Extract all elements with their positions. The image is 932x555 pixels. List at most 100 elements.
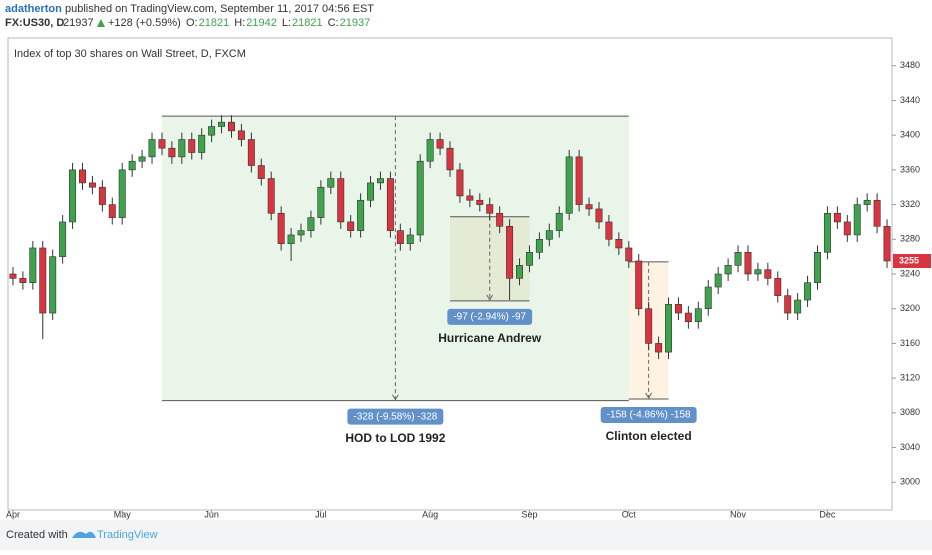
candle-body — [49, 256, 57, 314]
y-tick-label: 3200 — [900, 303, 920, 313]
candle-body — [476, 199, 484, 205]
arrow-head — [391, 394, 399, 401]
chart-title: Index of top 30 shares on Wall Street, D… — [14, 48, 246, 60]
x-tick-label: Nov — [730, 509, 747, 519]
measure-label-bg — [347, 408, 444, 425]
measure-label-bg — [447, 308, 533, 325]
ohlc-value: 21937 — [340, 17, 371, 29]
candle-body — [29, 247, 37, 283]
candle-body — [665, 304, 672, 353]
candle-body — [635, 260, 643, 310]
candle-body — [19, 278, 27, 283]
arrow-head — [486, 294, 494, 301]
candle-body — [79, 169, 86, 184]
measure-label: -158 (-4.86%) -158 — [607, 410, 691, 421]
candle-body — [9, 273, 17, 279]
candle-body — [863, 199, 871, 205]
y-tick-label: 3120 — [900, 372, 920, 382]
measure-caption: HOD to LOD 1992 — [345, 431, 445, 445]
footer-created: Created with — [6, 529, 68, 541]
candle-body — [565, 156, 573, 214]
ohlc-label: C: — [328, 17, 339, 29]
candle-body — [724, 265, 732, 275]
footer-brand: TradingView — [97, 529, 158, 541]
y-tick-label: 3360 — [900, 164, 920, 174]
candle-body — [704, 286, 712, 310]
candle-body — [516, 265, 524, 279]
candle-body — [466, 195, 474, 201]
candle-body — [297, 230, 305, 236]
candle-body — [814, 252, 821, 283]
candle-body — [108, 204, 116, 218]
candle-body — [327, 178, 335, 188]
candle-body — [168, 147, 176, 158]
candle-body — [59, 221, 67, 257]
candle-body — [545, 230, 553, 240]
candle-body — [655, 343, 663, 353]
candle-body — [39, 247, 47, 314]
candle-body — [714, 273, 722, 288]
candle-body — [69, 169, 77, 223]
x-tick-label: Aug — [422, 509, 438, 519]
candle-body — [287, 234, 295, 244]
y-tick-label: 3440 — [900, 95, 920, 105]
x-tick-label: Apr — [6, 509, 20, 519]
candle-body — [744, 252, 752, 275]
candle-body — [337, 178, 345, 223]
x-tick-label: Sep — [521, 509, 537, 519]
candle-body — [426, 139, 434, 162]
candle-body — [178, 139, 186, 158]
candle-body — [486, 204, 494, 214]
candle-body — [188, 139, 196, 153]
ohlc-label: L: — [282, 17, 291, 29]
candle-body — [257, 165, 265, 179]
candle-body — [406, 234, 414, 244]
candle-body — [823, 212, 831, 253]
candle-body — [506, 225, 514, 279]
candle-body — [595, 208, 603, 223]
measure-label-bg — [600, 406, 697, 423]
y-tick-label: 3280 — [900, 234, 920, 244]
price-tag-label: 3255 — [899, 255, 919, 265]
candle-body — [883, 225, 891, 262]
candle-body — [754, 269, 762, 275]
candle-body — [98, 186, 106, 205]
symbol: FX:US30, D — [5, 17, 64, 29]
y-tick-label: 3480 — [900, 60, 920, 70]
x-tick-label: Dec — [819, 509, 836, 519]
candle-body — [764, 269, 772, 279]
x-tick-label: May — [114, 509, 132, 519]
candle-body — [843, 221, 851, 236]
published: published on TradingView.com, September … — [65, 3, 374, 15]
candle-body — [585, 204, 593, 210]
ohlc-label: H: — [234, 17, 245, 29]
candle-body — [228, 121, 235, 132]
y-tick-label: 3240 — [900, 268, 920, 278]
candle-body — [694, 308, 702, 323]
candle-body — [138, 156, 146, 162]
candle-body — [396, 230, 404, 244]
candle-body — [376, 178, 384, 184]
y-tick-label: 3320 — [900, 199, 920, 209]
candle-body — [436, 139, 444, 149]
candle-body — [247, 139, 255, 166]
y-tick-label: 3040 — [900, 442, 920, 452]
author: adatherton — [5, 3, 62, 15]
x-tick-label: Jul — [315, 509, 327, 519]
candle-body — [148, 139, 156, 158]
measure-caption: Hurricane Andrew — [438, 331, 542, 345]
candle-body — [804, 282, 812, 301]
candle-body — [267, 178, 275, 214]
candle-body — [853, 204, 861, 236]
candle-body — [456, 169, 464, 197]
ohlc-label: O: — [186, 17, 198, 29]
candle-body — [496, 212, 504, 227]
candle-body — [386, 178, 394, 231]
candle-body — [158, 139, 166, 149]
candle-body — [525, 252, 533, 266]
y-tick-label: 3160 — [900, 338, 920, 348]
candle-body — [833, 212, 841, 223]
measure-label: -328 (-9.58%) -328 — [353, 411, 437, 422]
header: adatherton published on TradingView.com,… — [5, 3, 374, 29]
